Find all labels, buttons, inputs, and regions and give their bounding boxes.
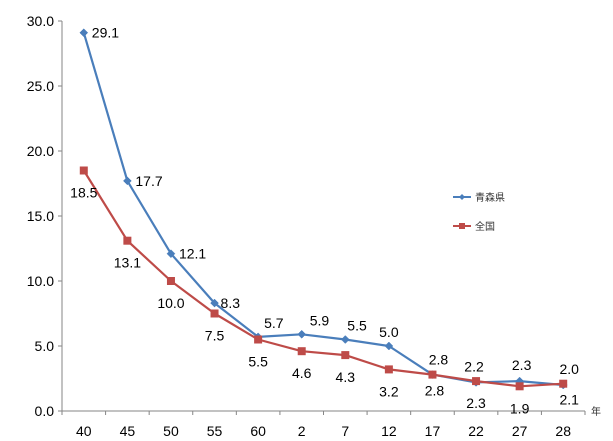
x-tick-label: 60 xyxy=(250,423,266,439)
series-blue-marker xyxy=(297,329,307,339)
aomori-data-label: 17.7 xyxy=(135,173,162,189)
aomori-data-label: 8.3 xyxy=(221,295,241,311)
y-tick-label: 30.0 xyxy=(27,13,54,29)
series-blue-marker xyxy=(166,249,176,259)
series-red-marker xyxy=(472,377,481,386)
series-blue-marker xyxy=(79,28,89,38)
national-data-label: 2.8 xyxy=(425,383,445,399)
series-blue-marker xyxy=(384,341,394,351)
aomori-data-label: 2.2 xyxy=(464,358,484,374)
national-data-label: 4.6 xyxy=(292,365,312,381)
series-red-marker xyxy=(297,347,306,356)
x-tick-label: 27 xyxy=(512,423,528,439)
series-red-marker xyxy=(341,351,350,360)
national-data-label: 7.5 xyxy=(205,328,225,344)
x-tick-label: 17 xyxy=(425,423,441,439)
x-tick-label: 40 xyxy=(76,423,92,439)
aomori-data-label: 5.7 xyxy=(264,315,284,331)
y-tick-label: 15.0 xyxy=(27,208,54,224)
series-blue-marker xyxy=(123,176,132,186)
legend-national-marker xyxy=(459,223,465,229)
series-national-line xyxy=(82,169,564,388)
series-red-marker xyxy=(123,236,132,245)
aomori-data-label: 5.9 xyxy=(310,312,330,328)
y-tick-label: 25.0 xyxy=(27,78,54,94)
series-red-marker xyxy=(384,365,393,374)
series-red-marker xyxy=(428,370,437,379)
aomori-data-label: 29.1 xyxy=(92,25,119,41)
y-tick-label: 5.0 xyxy=(35,338,55,354)
y-tick-label: 10.0 xyxy=(27,273,54,289)
national-data-label: 13.1 xyxy=(114,255,141,271)
series-red-marker xyxy=(79,166,88,175)
x-tick-label: 7 xyxy=(341,423,349,439)
y-tick-label: 20.0 xyxy=(27,143,54,159)
national-data-label: 2.1 xyxy=(559,392,579,408)
axes: 0.05.010.015.020.025.030.040 45 50 55 60 2 7 12… xyxy=(27,13,601,439)
national-data-label: 18.5 xyxy=(70,185,97,201)
national-data-label: 2.3 xyxy=(466,395,486,411)
series-blue-marker xyxy=(210,298,219,308)
legend-aomori-label: 青森県 xyxy=(475,191,505,204)
legend-aomori-marker xyxy=(459,194,465,200)
data-labels-layer: 29.1 17.7 12.1 8.3 5.7 5.9 5.5 5.0 2.8 2.2 2.3 2.0 1… xyxy=(70,25,579,417)
aomori-data-label: 5.5 xyxy=(347,318,367,334)
x-tick-label: 50 xyxy=(163,423,179,439)
series-red-marker xyxy=(559,379,568,388)
x-axis-unit-label: 年 xyxy=(591,405,601,418)
national-data-label: 5.5 xyxy=(248,354,268,370)
x-tick-label: 22 xyxy=(468,423,484,439)
aomori-data-label: 2.8 xyxy=(429,352,449,368)
aomori-data-label: 5.0 xyxy=(379,324,399,340)
x-tick-label: 55 xyxy=(207,423,223,439)
series-red-marker xyxy=(210,309,219,318)
aomori-data-label: 2.3 xyxy=(512,357,532,373)
series-red-marker xyxy=(166,277,175,285)
legend-national-label: 全国 xyxy=(475,220,495,233)
aomori-data-label: 12.1 xyxy=(179,246,206,262)
national-data-label: 1.9 xyxy=(510,400,530,416)
y-tick-label: 0.0 xyxy=(35,403,55,419)
national-data-label: 10.0 xyxy=(157,295,184,311)
series-layer xyxy=(79,28,568,391)
national-data-label: 3.2 xyxy=(379,383,399,399)
x-tick-label: 12 xyxy=(381,423,397,439)
national-data-label: 4.3 xyxy=(336,369,356,385)
series-red-marker xyxy=(254,335,263,344)
series-blue-marker xyxy=(340,335,350,344)
x-tick-label: 2 xyxy=(298,423,306,439)
aomori-data-label: 2.0 xyxy=(559,361,579,377)
x-tick-label: 45 xyxy=(120,423,136,439)
x-tick-label: 28 xyxy=(555,423,571,439)
series-red-marker xyxy=(515,382,524,391)
